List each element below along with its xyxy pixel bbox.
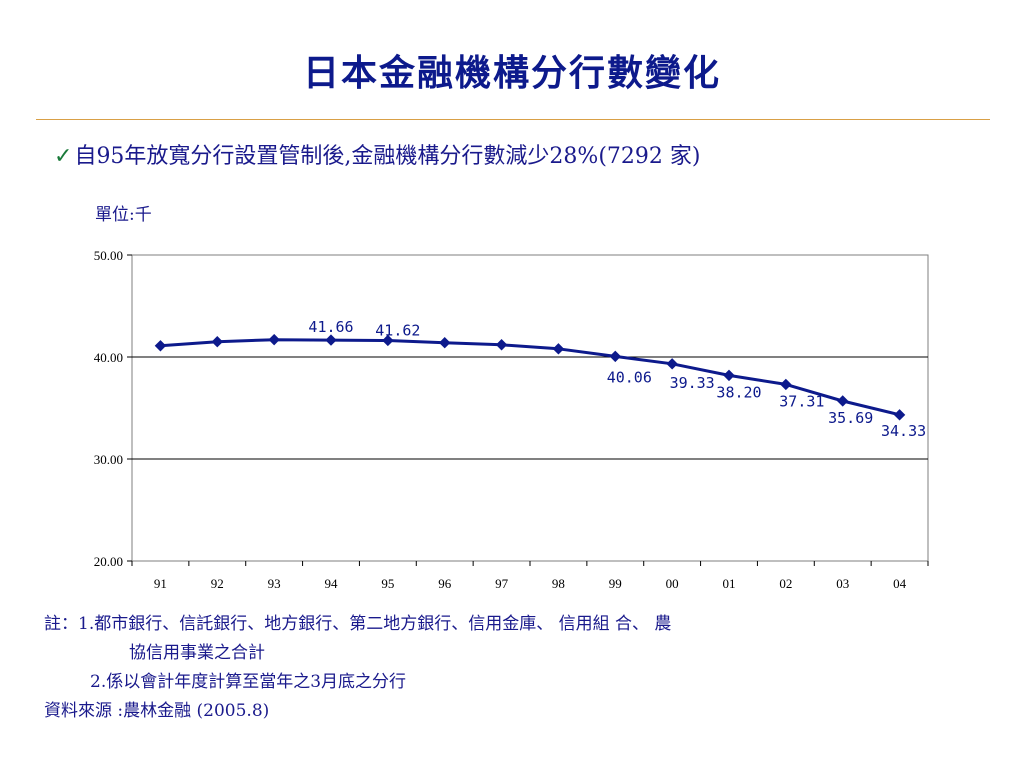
data-label: 39.33 [670, 374, 715, 392]
data-point [837, 395, 849, 407]
slide-title: 日本金融機構分行數變化 [302, 52, 721, 94]
data-point [893, 409, 906, 421]
x-tick-label: 95 [381, 576, 394, 591]
footnotes: 註：1.都市銀行、信託銀行、地方銀行、第二地方銀行、信用金庫、 信用組 合、 農… [44, 610, 671, 726]
source-line: 資料來源 :農林金融 (2005.8) [44, 701, 270, 721]
data-point [495, 339, 508, 351]
checkmark-icon: ✓ [54, 144, 73, 169]
x-tick-label: 91 [154, 576, 167, 591]
note-line-2: 協信用事業之合計 [129, 643, 265, 663]
data-point [268, 333, 280, 346]
data-label: 34.33 [881, 422, 926, 440]
data-label: 37.31 [779, 392, 824, 410]
series [154, 333, 906, 421]
y-tick-label: 20.00 [94, 554, 123, 569]
data-label: 35.69 [828, 409, 873, 427]
x-tick-label: 94 [325, 576, 339, 591]
x-tick-label: 03 [836, 576, 849, 591]
line-chart: 20.00 30.00 40.00 50.00 91 92 93 94 95 96 97 98 99 00… [94, 248, 929, 591]
axes: 20.00 30.00 40.00 50.00 91 92 93 94 95 96 97 98 99 00… [94, 248, 929, 591]
bullet-point: ✓自95年放寬分行設置管制後,金融機構分行數減少28%(7292 家) [54, 138, 700, 170]
title-divider [36, 119, 990, 120]
x-tick-label: 01 [723, 576, 736, 591]
note-line-1: 註：1.都市銀行、信託銀行、地方銀行、第二地方銀行、信用金庫、 信用組 合、 農 [44, 614, 672, 634]
note-line-3: 2.係以會計年度計算至當年之3月底之分行 [90, 672, 407, 692]
data-point [666, 358, 678, 370]
bullet-text: 自95年放寬分行設置管制後,金融機構分行數減少28%(7292 家) [74, 144, 701, 169]
data-label: 41.62 [375, 321, 420, 339]
data-point [439, 337, 451, 349]
data-point [325, 334, 337, 346]
data-point [552, 343, 565, 355]
data-point [211, 335, 223, 348]
x-tick-label: 99 [609, 576, 622, 591]
x-tick-label: 98 [552, 576, 565, 591]
y-tick-label: 50.00 [94, 248, 123, 263]
x-tick-label: 96 [438, 576, 452, 591]
x-tick-label: 04 [893, 576, 907, 591]
data-point [723, 369, 735, 382]
unit-label: 單位:千 [95, 205, 152, 225]
x-tick-label: 97 [495, 576, 509, 591]
plot-area [131, 254, 929, 562]
data-label: 38.20 [716, 383, 761, 401]
data-point [780, 378, 792, 391]
gridlines [132, 356, 928, 460]
x-tick-label: 93 [268, 576, 281, 591]
data-point [154, 340, 167, 352]
data-point [609, 350, 621, 363]
data-point [382, 334, 394, 347]
x-tick-label: 92 [211, 576, 224, 591]
x-tick-label: 00 [666, 576, 679, 591]
series-line [160, 338, 900, 417]
y-tick-label: 30.00 [94, 452, 123, 467]
data-label: 41.66 [308, 318, 353, 336]
x-tick-label: 02 [779, 576, 792, 591]
data-label: 40.06 [607, 368, 652, 386]
y-tick-label: 40.00 [94, 350, 123, 365]
